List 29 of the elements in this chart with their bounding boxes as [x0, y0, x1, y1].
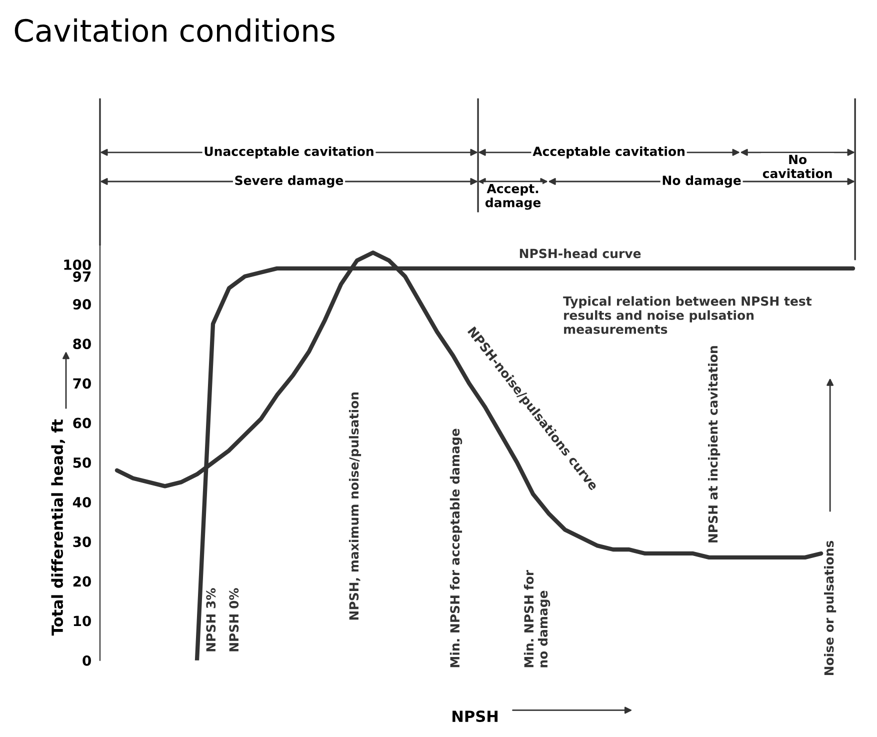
- text: Unacceptable cavitation: [204, 146, 374, 158]
- y-tick-label: 50: [73, 457, 91, 468]
- series-label: NPSH-head curve: [520, 248, 641, 258]
- annotation: NPSH, maximum noise/pulsation: [348, 392, 362, 620]
- y-tick-label: 97: [73, 271, 91, 282]
- annotation: NPSH at incipient cavitation: [708, 346, 720, 542]
- annotation: NPSH 3%: [206, 588, 216, 652]
- y-tick-label: 100: [64, 259, 91, 270]
- y-tick-label: 20: [73, 576, 91, 587]
- chart-title: Cavitation conditions: [14, 18, 334, 42]
- y-tick-label: 0: [82, 655, 91, 666]
- y-tick-label: 30: [73, 536, 91, 548]
- text: No damage: [662, 175, 741, 188]
- text: No cavitation: [762, 154, 832, 178]
- y-axis-title: Total differential head, ft: [51, 419, 65, 636]
- text: Acceptable cavitation: [532, 146, 684, 158]
- annotation: Min. NPSH for no damage: [524, 570, 550, 668]
- y-tick-label: 80: [73, 338, 91, 350]
- text: Accept. damage: [485, 184, 541, 210]
- annotation: Min. NPSH for acceptable damage: [450, 428, 462, 668]
- y-tick-label: 90: [73, 299, 91, 310]
- y-tick-label: 40: [72, 496, 91, 508]
- text: Severe damage: [235, 175, 344, 188]
- annotation: NPSH 0%: [229, 588, 239, 652]
- y-tick-label: 70: [73, 378, 91, 389]
- annotation: Noise or pulsations: [824, 540, 836, 676]
- y-tick-label: 10: [74, 616, 91, 626]
- y-tick-label: 60: [73, 418, 91, 428]
- x-axis-title: NPSH: [452, 710, 498, 722]
